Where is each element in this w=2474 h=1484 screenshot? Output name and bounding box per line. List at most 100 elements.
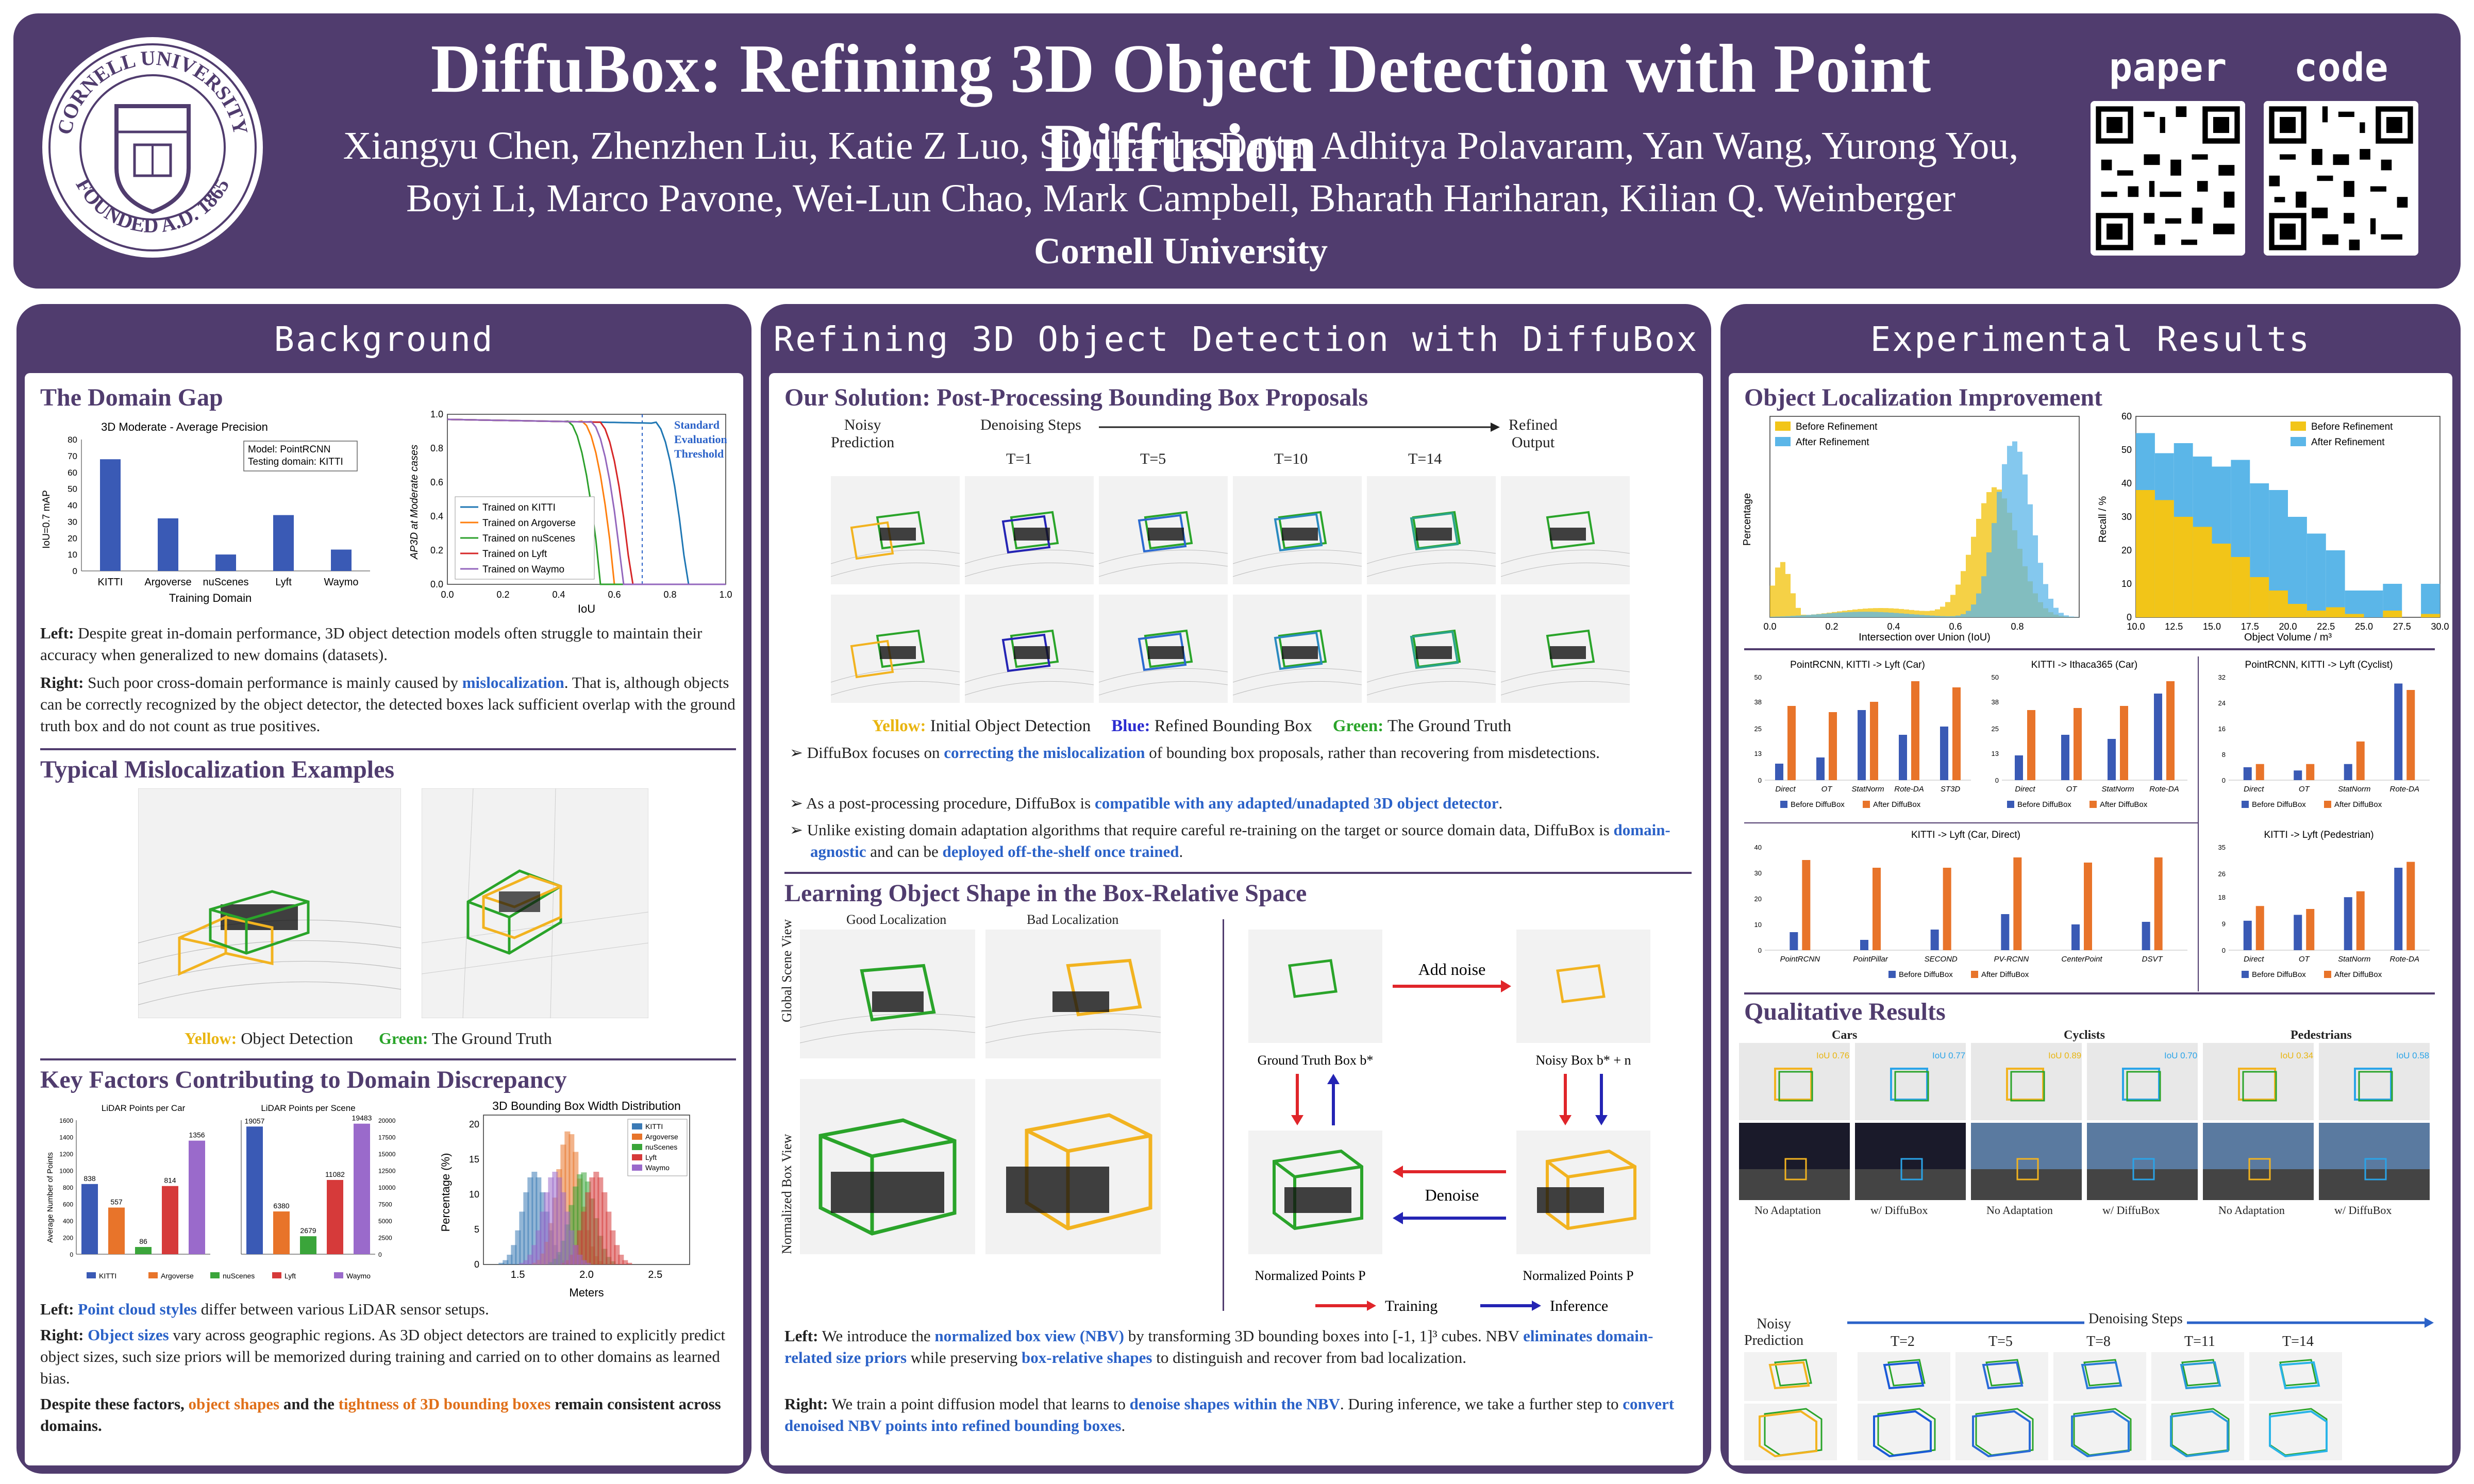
width-bin — [573, 1245, 579, 1264]
cap-yellow: Yellow: — [185, 1029, 237, 1048]
qual-step-pred — [2071, 1410, 2130, 1458]
col1-body: The Domain Gap 3D Moderate - Average Pre… — [25, 373, 743, 1465]
step-tile — [965, 476, 1094, 584]
qual-road — [1739, 1169, 1850, 1200]
c2-xtick: 0.4 — [552, 589, 565, 600]
leg-blue: Blue: — [1111, 717, 1150, 735]
width-bin — [523, 1192, 529, 1264]
c2-xtick: 0.8 — [663, 589, 676, 600]
tile-scan — [831, 668, 960, 696]
c1-bar-nuscenes — [215, 554, 236, 571]
gb-title: KITTI -> Lyft (Pedestrian) — [2264, 830, 2373, 840]
col2-title: Refining 3D Object Detection with DiffuB… — [773, 319, 1699, 359]
col3-title: Experimental Results — [1870, 319, 2311, 359]
recall-legend-swatch — [2291, 437, 2306, 446]
iou-bin-after — [1785, 616, 1791, 617]
gb-bar-before — [1790, 932, 1798, 950]
gb-bar-after — [1873, 868, 1881, 950]
chart2-xlabel: IoU — [578, 602, 595, 615]
p3-highlight: Point cloud styles — [78, 1300, 197, 1318]
c1-ytick: 50 — [68, 484, 77, 494]
gb-legend-swatch — [2324, 971, 2331, 978]
recall-xtick: 15.0 — [2203, 621, 2221, 632]
w-diffubox-label: w/ DiffuBox — [2334, 1204, 2392, 1217]
column-background: Background The Domain Gap 3D Moderate - … — [16, 304, 751, 1474]
divider — [1744, 822, 2198, 823]
gb-bar-before — [2294, 915, 2302, 950]
code-qr-code[interactable] — [2264, 101, 2418, 256]
b2-b: . — [1498, 794, 1503, 812]
solution-legend: Yellow: Initial Object Detection Blue: Re… — [872, 715, 1697, 737]
iou-bin-after — [1919, 615, 1925, 617]
lidar-bar-label: 2679 — [300, 1226, 316, 1235]
width-bin — [523, 1260, 529, 1264]
grouped-bar-lyft_pedestrian: KITTI -> Lyft (Pedestrian) 0 9 18 26 35 Direct… — [2218, 830, 2430, 979]
lidar-legend-entry: nuScenes — [223, 1272, 255, 1280]
recall-bar-before — [2231, 557, 2250, 617]
lidar-ytick: 200 — [63, 1235, 73, 1242]
qual-road — [2203, 1169, 2314, 1200]
iou-bin-after — [1811, 614, 1816, 617]
iou-bin-after — [1868, 612, 1873, 617]
lidar-legend-swatch — [272, 1272, 281, 1278]
gb-ytick: 13 — [1754, 750, 1762, 757]
gb-bar-before — [2243, 767, 2252, 780]
qual-step-pred — [2180, 1361, 2221, 1390]
width-bin — [606, 1211, 612, 1264]
lidar-ytick: 1400 — [59, 1134, 73, 1141]
gb-xtick: CenterPoint — [2061, 955, 2102, 964]
width-bin — [614, 1245, 620, 1264]
width-bin — [601, 1192, 608, 1264]
iou-bin-after — [1847, 612, 1852, 617]
c2p1-hl2: eliminates domain-related size priors — [784, 1327, 1653, 1367]
c2-xtick: 0.2 — [496, 589, 509, 600]
iou-bin-after — [1821, 614, 1827, 617]
iou-bin-after — [1827, 613, 1832, 617]
width-bin — [581, 1260, 587, 1264]
gb-bar-after — [2084, 863, 2092, 950]
iou-hist-ylabel: Percentage — [1742, 493, 1753, 546]
iou-bin-after — [2012, 441, 2017, 617]
tile-initial-box — [850, 521, 894, 560]
iou-bin-before — [1961, 571, 1966, 617]
iou-bin-before — [1909, 610, 1914, 617]
step-tile — [1099, 476, 1228, 584]
recall-ytick: 10 — [2121, 579, 2132, 589]
iou-bin-after — [1961, 614, 1966, 617]
gb-title: PointRCNN, KITTI -> Lyft (Cyclist) — [2245, 660, 2393, 670]
recall-bar-after — [2326, 550, 2345, 617]
step-tile — [831, 595, 960, 703]
qual-gt-box — [2126, 1071, 2161, 1102]
nbv-good-loc — [800, 1079, 975, 1254]
c2-ytick: 0.6 — [430, 477, 443, 487]
b1-a: DiffuBox focuses on — [807, 744, 940, 762]
chart2-threshold-annotation: Standard Evaluation Threshold — [674, 418, 727, 460]
lidar-bar-label: 1356 — [189, 1131, 205, 1139]
qual-road — [2319, 1169, 2430, 1200]
width-legend-swatch — [632, 1134, 642, 1140]
sec-domain-gap: The Domain Gap — [40, 384, 223, 411]
qual-step-pred — [1883, 1361, 1925, 1390]
gb-ytick: 35 — [2218, 844, 2226, 851]
lidar-ytick: 2500 — [378, 1235, 392, 1242]
width-legend-swatch — [632, 1144, 642, 1150]
qual-lidar-tile: IoU 0.70 — [2087, 1043, 2198, 1120]
divider — [1744, 648, 2435, 650]
c2p2-hl1: denoise shapes within the NBV — [1129, 1395, 1340, 1413]
iou-bin-after — [1992, 523, 1997, 617]
recall-xtick: 20.0 — [2279, 621, 2297, 632]
gb-legend-before: Before DiffuBox — [2017, 800, 2071, 809]
iou-bin-before — [1955, 584, 1961, 617]
gb-xtick: PointRCNN — [1780, 955, 1820, 964]
paper-qr-code[interactable] — [2091, 101, 2245, 256]
tile-refined-box — [1001, 633, 1051, 672]
gb-bar-before — [1940, 727, 1948, 780]
gb-legend-swatch — [2007, 801, 2014, 808]
width-bin — [527, 1177, 533, 1264]
width-bin — [519, 1211, 525, 1264]
tile-refined-box — [1001, 515, 1051, 554]
c2-ytick: 1.0 — [430, 409, 443, 419]
gb-xtick: OT — [2066, 785, 2078, 794]
w-diffubox-label: w/ DiffuBox — [1870, 1204, 1928, 1217]
gb-bar-after — [2356, 891, 2365, 950]
